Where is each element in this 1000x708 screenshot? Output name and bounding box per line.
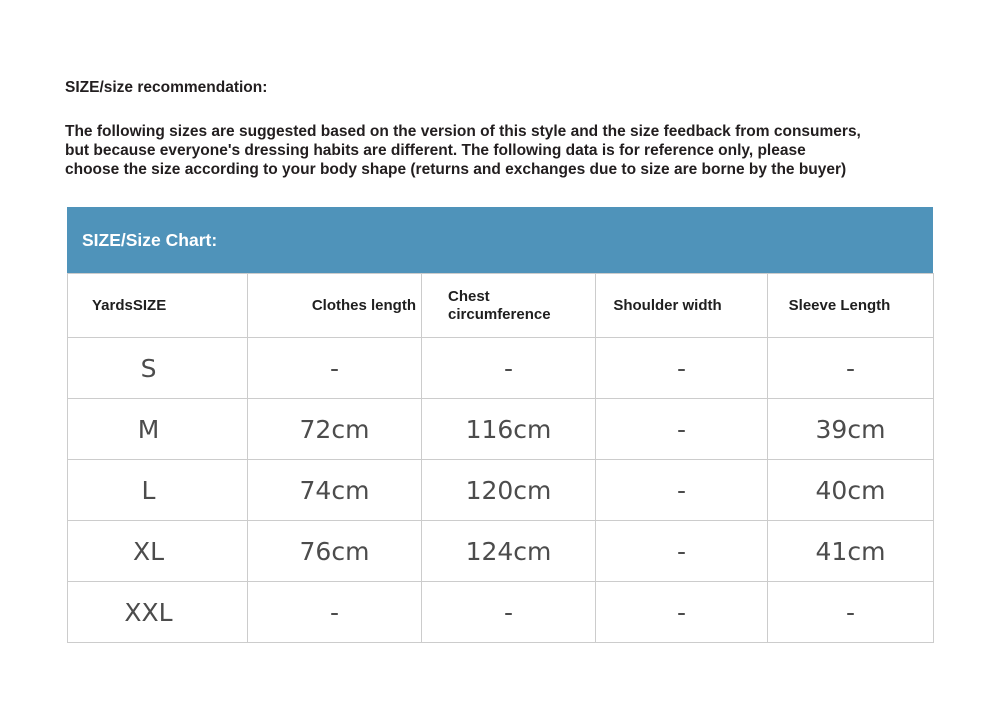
table-row-s: S - - - - [67, 337, 934, 399]
size-table: YardsSIZE Clothes length Chest circumfer… [67, 273, 934, 643]
size-table-header-row: YardsSIZE Clothes length Chest circumfer… [67, 273, 934, 338]
cell-sleeve: - [767, 581, 934, 643]
cell-clothes-length: - [247, 581, 422, 643]
cell-sleeve: - [767, 337, 934, 399]
cell-sleeve: 40cm [767, 459, 934, 521]
column-header-chest-circumference: Chest circumference [421, 273, 596, 338]
cell-size-label: L [67, 459, 248, 521]
table-row-xl: XL 76cm 124cm - 41cm [67, 520, 934, 582]
column-header-clothes-length: Clothes length [247, 273, 422, 338]
cell-size-label: S [67, 337, 248, 399]
size-note-line: choose the size according to your body s… [65, 161, 847, 179]
cell-size-label: XXL [67, 581, 248, 643]
cell-clothes-length: - [247, 337, 422, 399]
table-row-m: M 72cm 116cm - 39cm [67, 398, 934, 460]
column-header-yards-size: YardsSIZE [67, 273, 248, 338]
cell-chest: - [421, 581, 596, 643]
table-row-xxl: XXL - - - - [67, 581, 934, 643]
cell-clothes-length: 72cm [247, 398, 422, 460]
cell-chest: 120cm [421, 459, 596, 521]
cell-size-label: XL [67, 520, 248, 582]
size-note-line: The following sizes are suggested based … [65, 123, 861, 140]
size-note-line: but because everyone's dressing habits a… [65, 142, 806, 160]
cell-shoulder: - [595, 520, 768, 582]
cell-shoulder: - [595, 398, 768, 460]
cell-sleeve: 39cm [767, 398, 934, 460]
column-header-sleeve-length: Sleeve Length [767, 273, 934, 338]
cell-sleeve: 41cm [767, 520, 934, 582]
cell-chest: 116cm [421, 398, 596, 460]
size-chart-section: SIZE/Size Chart: YardsSIZE Clothes lengt… [67, 207, 934, 643]
size-note-paragraph: The following sizes are suggested based … [65, 122, 965, 180]
size-chart-title: SIZE/Size Chart: [82, 229, 218, 250]
cell-shoulder: - [595, 337, 768, 399]
cell-chest: - [421, 337, 596, 399]
cell-chest: 124cm [421, 520, 596, 582]
cell-size-label: M [67, 398, 248, 460]
cell-shoulder: - [595, 581, 768, 643]
cell-clothes-length: 74cm [247, 459, 422, 521]
size-recommendation-heading: SIZE/size recommendation: [65, 79, 268, 96]
size-chart-banner: SIZE/Size Chart: [67, 207, 933, 273]
column-header-shoulder-width: Shoulder width [595, 273, 768, 338]
cell-shoulder: - [595, 459, 768, 521]
cell-clothes-length: 76cm [247, 520, 422, 582]
table-row-l: L 74cm 120cm - 40cm [67, 459, 934, 521]
